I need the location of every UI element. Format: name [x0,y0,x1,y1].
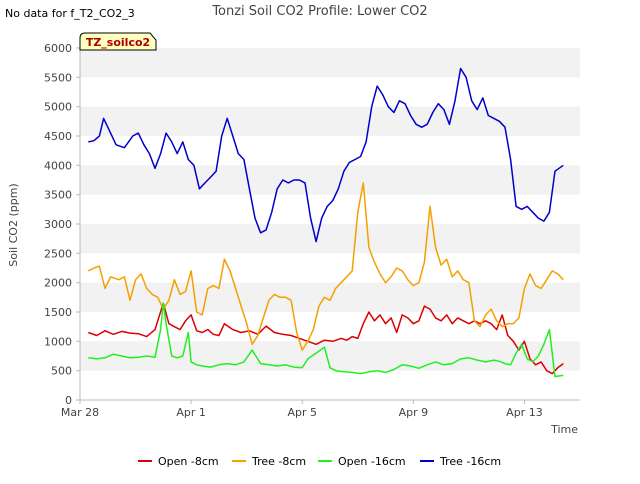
chart-title: Tonzi Soil CO2 Profile: Lower CO2 [211,4,427,19]
series-lines [87,67,564,378]
legend-label: Tree -8cm [251,455,306,468]
grid-band [80,282,580,312]
x-tick-label: Apr 1 [176,406,206,419]
series-line [88,67,564,243]
legend-item: Tree -16cm [420,455,501,468]
badge-shape [79,32,157,51]
y-tick-label: 2500 [44,247,72,260]
y-tick-label: 5000 [44,101,72,114]
x-axis-title: Time [550,423,578,436]
no-data-note: No data for f_T2_CO2_3 [5,7,135,20]
y-tick-label: 6000 [44,42,72,55]
grid-band [80,48,580,78]
y-tick-label: 4500 [44,130,72,143]
y-tick-label: 500 [51,365,72,378]
series-line [87,182,564,351]
y-tick-label: 3500 [44,189,72,202]
legend-label: Open -8cm [158,455,219,468]
x-tick-label: Apr 13 [506,406,543,419]
x-tick-label: Apr 5 [287,406,317,419]
y-tick-label: 5500 [44,71,72,84]
legend: Open -8cm Tree -8cm Open -16cm Tree -16cm [138,455,501,468]
y-axis: 0 500 1000 1500 2000 2500 3000 3500 4000 4500 5000… [44,42,81,407]
y-tick-label: 1500 [44,306,72,319]
grid-band [80,165,580,195]
badge-label: TZ_soilco2 [86,36,150,49]
site-badge: TZ_soilco2 [79,32,157,51]
y-tick-label: 0 [65,394,72,407]
grid-band [80,224,580,254]
legend-item: Open -16cm [318,455,406,468]
series-line [88,302,564,378]
y-tick-label: 2000 [44,277,72,290]
series-line [88,302,564,375]
plot-background [80,48,580,400]
y-axis-title: Soil CO2 (ppm) [7,183,20,266]
legend-label: Open -16cm [338,455,406,468]
y-tick-label: 1000 [44,335,72,348]
grid-band [80,106,580,136]
legend-label: Tree -16cm [439,455,501,468]
x-tick-label: Apr 9 [399,406,429,419]
legend-item: Tree -8cm [232,455,306,468]
legend-item: Open -8cm [138,455,219,468]
y-tick-label: 4000 [44,159,72,172]
x-tick-label: Mar 28 [61,406,99,419]
x-axis: Mar 28 Apr 1 Apr 5 Apr 9 Apr 13 [61,399,580,419]
y-tick-label: 3000 [44,218,72,231]
